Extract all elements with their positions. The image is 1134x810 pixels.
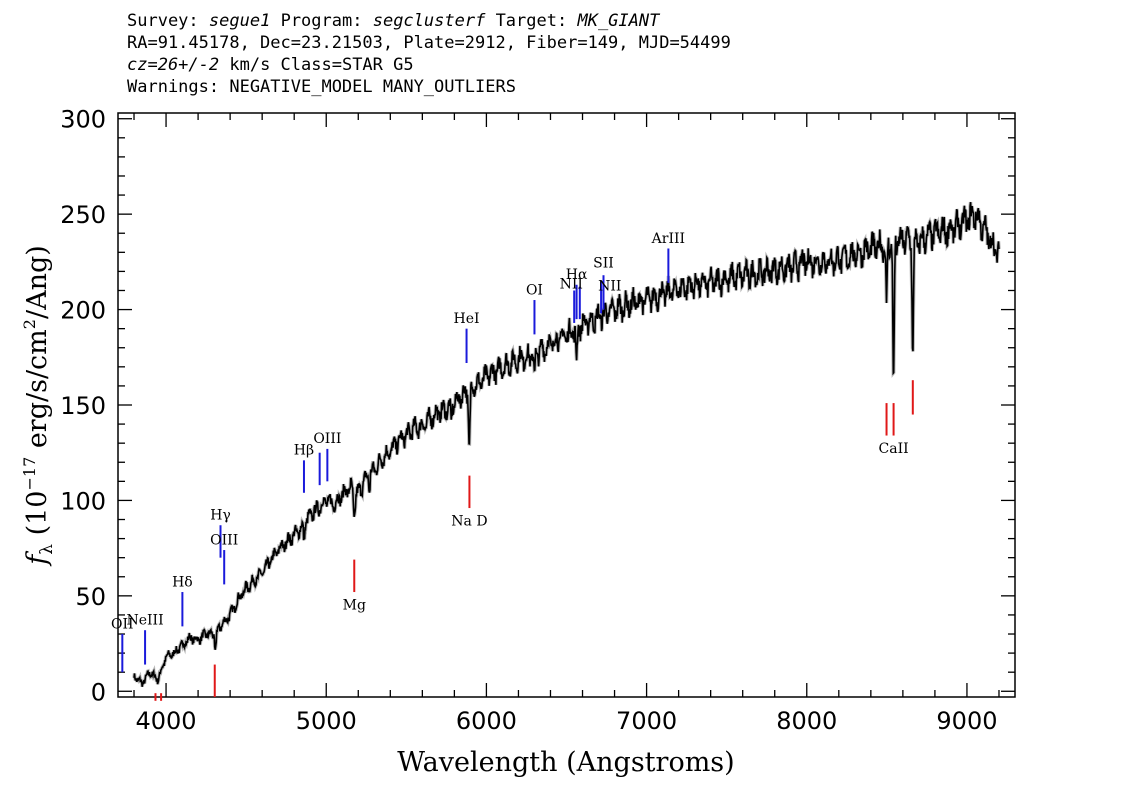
emission-line-label: OIII [210, 532, 238, 548]
y-tick-label: 250 [60, 201, 106, 229]
emission-line-label: NeIII [126, 612, 163, 628]
x-tick-label: 6000 [456, 707, 517, 735]
emission-line-label: ArIII [651, 231, 685, 247]
x-tick-label: 5000 [296, 707, 357, 735]
emission-line-label: Hα [566, 267, 588, 283]
survey-label: Survey: [127, 11, 199, 31]
emission-line-label: OIII [313, 431, 341, 447]
absorption-line-label: Na D [451, 514, 487, 530]
y-tick-label: 0 [91, 678, 106, 706]
plot-header: Survey: segue1 Program: segclusterf Targ… [127, 10, 731, 98]
emission-line-label: HeI [454, 311, 480, 327]
emission-line-label: OII [111, 616, 134, 632]
emission-line-label: NII [560, 277, 583, 293]
spectrum-line [133, 202, 1000, 687]
y-title-part: (10 [22, 491, 53, 544]
absorption-line-label: CaII [879, 441, 909, 457]
program-label: Program: [280, 11, 363, 31]
absorption-line-label: Mg [343, 598, 366, 614]
header-line-1: Survey: segue1 Program: segclusterf Targ… [127, 10, 731, 32]
y-title-part: /Ang) [22, 245, 53, 319]
y-tick-label: 50 [75, 583, 106, 611]
y-tick-label: 300 [60, 106, 106, 134]
header-line-4: Warnings: NEGATIVE_MODEL MANY_OUTLIERS [127, 77, 516, 97]
survey-value: segue1 [208, 11, 271, 31]
emission-line-label: NII [598, 278, 621, 294]
y-title-part: λ [37, 544, 57, 555]
x-tick-label: 7000 [616, 707, 677, 735]
y-tick-label: 100 [60, 487, 106, 515]
axes: 4000 5000 6000 7000 8000 9000 0 50 100 150 200 250 3… [60, 106, 1016, 735]
target-label: Target: [495, 11, 568, 31]
emission-line-label: Hδ [172, 574, 193, 590]
cz-value: cz=26+/-2 [127, 55, 220, 75]
y-title-part: −17 [20, 457, 39, 491]
y-title-part: 2 [20, 319, 39, 329]
line-labels: OIINeIIIHδHγOIIIHβOIIIHeIOIHαSIIArIIINII… [111, 231, 914, 701]
emission-line-label: Hβ [294, 443, 314, 459]
plot-area [132, 201, 1001, 688]
x-tick-label: 9000 [936, 707, 997, 735]
emission-line-label: SII [593, 256, 614, 272]
target-value: MK_GIANT [577, 11, 660, 31]
y-tick-label: 150 [60, 392, 106, 420]
program-value: segclusterf [372, 11, 486, 31]
header-line-3: cz=26+/-2 km/s Class=STAR G5 [127, 54, 731, 76]
y-axis-title-text: fλ (10−17 erg/s/cm2/Ang) [20, 245, 57, 567]
y-axis-title: fλ (10−17 erg/s/cm2/Ang) [20, 245, 57, 567]
x-tick-label: 8000 [776, 707, 837, 735]
header-line-2: RA=91.45178, Dec=23.21503, Plate=2912, F… [127, 33, 731, 53]
class-value: km/s Class=STAR G5 [229, 55, 414, 75]
x-tick-label: 4000 [136, 707, 197, 735]
y-tick-label: 200 [60, 297, 106, 325]
x-axis-title: Wavelength (Angstroms) [397, 747, 734, 778]
emission-line-label: OI [526, 282, 543, 298]
plot-frame [117, 112, 1016, 698]
emission-line-label: Hγ [210, 508, 231, 524]
y-title-part: erg/s/cm [22, 329, 53, 457]
